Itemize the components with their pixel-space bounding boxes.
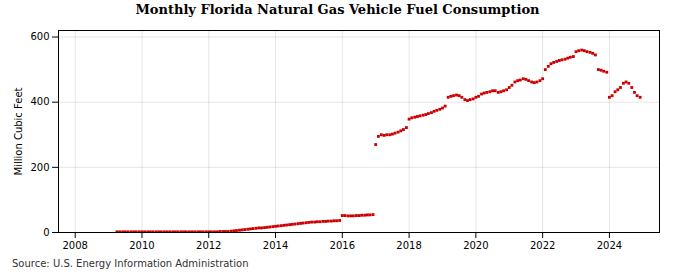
svg-text:600: 600 bbox=[30, 31, 49, 42]
svg-text:2018: 2018 bbox=[396, 240, 421, 251]
svg-text:200: 200 bbox=[30, 162, 49, 173]
svg-text:2016: 2016 bbox=[330, 240, 355, 251]
svg-text:2022: 2022 bbox=[530, 240, 555, 251]
svg-text:2010: 2010 bbox=[129, 240, 154, 251]
svg-text:400: 400 bbox=[30, 96, 49, 107]
svg-text:Million Cubic Feet: Million Cubic Feet bbox=[13, 87, 24, 175]
html-text:Monthly Florida Natural Gas Ve: Monthly Florida Natural Gas Vehicle Fuel… bbox=[135, 2, 540, 17]
svg-text:2014: 2014 bbox=[263, 240, 288, 251]
svg-text:2024: 2024 bbox=[597, 240, 622, 251]
svg-text:2020: 2020 bbox=[463, 240, 488, 251]
svg-text:2008: 2008 bbox=[62, 240, 87, 251]
html-text:Source: U.S. Energy Informatio: Source: U.S. Energy Information Administ… bbox=[12, 258, 249, 269]
svg-text:2012: 2012 bbox=[196, 240, 221, 251]
svg-text:0: 0 bbox=[43, 227, 49, 238]
